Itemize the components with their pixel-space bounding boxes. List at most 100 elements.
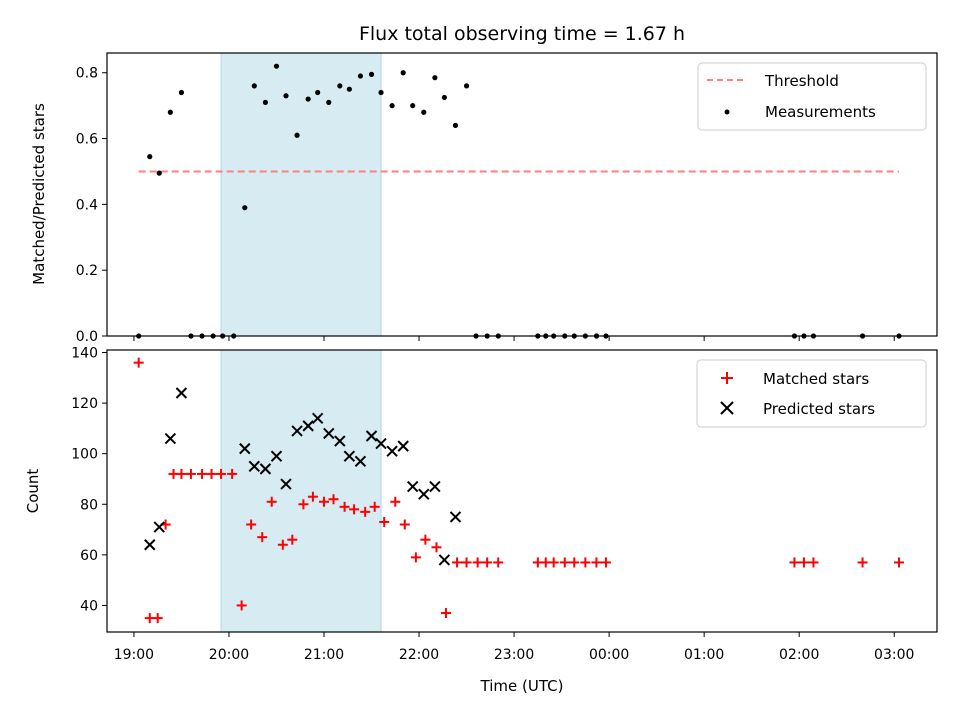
- matched-point-43: [591, 557, 602, 568]
- predicted-point-10: [302, 420, 314, 432]
- matched-point-22: [349, 504, 360, 515]
- measurement-point-4: [178, 89, 185, 96]
- predicted-point-11: [311, 412, 324, 424]
- x-tick-label-7: 02:00: [779, 647, 819, 663]
- predicted-point-21: [418, 488, 430, 500]
- predicted-point-19: [397, 440, 409, 452]
- matched-point-21: [339, 501, 350, 512]
- matched-point-48: [857, 557, 868, 568]
- matched-point-5: [176, 468, 187, 479]
- matched-point-35: [482, 557, 493, 568]
- chart-title: Flux total observing time = 1.67 h: [359, 23, 685, 45]
- bottom-y-tick-label-0: 40: [80, 598, 98, 614]
- predicted-point-1: [153, 521, 165, 533]
- matched-point-11: [236, 600, 247, 611]
- predicted-point-0: [144, 539, 156, 551]
- measurement-point-11: [251, 83, 257, 89]
- bottom-axes-frame: [106, 349, 938, 633]
- matched-point-32: [452, 557, 463, 568]
- top-y-tick-label-4: 0.8: [76, 66, 98, 82]
- predicted-point-6: [259, 463, 272, 475]
- top-axes-frame: [106, 52, 938, 337]
- top-legend: Threshold Measurements: [697, 62, 927, 131]
- matched-point-41: [569, 557, 580, 568]
- matched-point-6: [185, 468, 196, 479]
- legend-measurements-swatch: [724, 109, 730, 115]
- matched-point-15: [277, 539, 288, 550]
- predicted-point-16: [365, 430, 378, 442]
- matched-point-36: [493, 557, 504, 568]
- measurement-point-25: [400, 70, 406, 76]
- top-legend-box: [697, 62, 927, 131]
- measurement-point-17: [315, 89, 321, 96]
- measurement-point-24: [389, 103, 395, 109]
- matched-point-33: [461, 557, 472, 568]
- measurement-point-21: [357, 73, 364, 79]
- matched-point-8: [206, 468, 217, 479]
- matched-point-23: [360, 506, 371, 517]
- top-y-axis: 0.0 0.2 0.4 0.6 0.8: [76, 66, 107, 345]
- legend-predicted-label: Predicted stars: [763, 400, 875, 418]
- matched-point-19: [319, 496, 330, 507]
- top-y-tick-label-1: 0.2: [76, 263, 98, 279]
- measurement-point-19: [337, 83, 343, 89]
- matched-point-17: [298, 499, 309, 510]
- bottom-y-tick-label-5: 140: [71, 346, 98, 362]
- matched-point-27: [399, 519, 410, 530]
- matched-point-20: [328, 494, 339, 505]
- measurement-point-26: [410, 103, 416, 109]
- legend-threshold-label: Threshold: [764, 72, 839, 90]
- bottom-y-tick-label-3: 100: [71, 447, 98, 463]
- measurement-point-29: [441, 94, 447, 101]
- bottom-shaded-span: [220, 349, 382, 633]
- measurement-point-16: [305, 96, 311, 102]
- predicted-point-15: [354, 455, 367, 467]
- measurement-point-3: [167, 109, 173, 115]
- measurement-point-1: [147, 154, 153, 160]
- top-x-ticks: [133, 336, 895, 341]
- matched-point-10: [227, 468, 238, 479]
- top-y-tick-label-0: 0.0: [76, 329, 98, 345]
- x-tick-label-4: 23:00: [494, 647, 534, 663]
- matched-point-45: [789, 557, 800, 568]
- matched-point-44: [600, 557, 611, 568]
- predicted-point-23: [438, 554, 451, 566]
- matched-point-24: [369, 501, 380, 512]
- predicted-point-20: [406, 480, 419, 493]
- predicted-point-22: [429, 480, 441, 493]
- predicted-point-12: [323, 427, 335, 440]
- measurement-point-12: [262, 99, 268, 105]
- bottom-data-marks: [133, 357, 904, 624]
- measurement-point-30: [452, 122, 459, 128]
- measurement-point-2: [156, 170, 162, 176]
- measurement-point-27: [421, 109, 427, 115]
- x-tick-label-8: 03:00: [874, 647, 914, 663]
- matched-point-42: [580, 557, 591, 568]
- matched-point-18: [307, 491, 318, 502]
- measurement-point-15: [294, 132, 300, 138]
- predicted-point-24: [449, 511, 462, 523]
- predicted-point-3: [175, 387, 188, 399]
- predicted-point-4: [239, 442, 251, 455]
- top-shaded-span: [220, 52, 382, 337]
- measurement-point-28: [432, 75, 438, 81]
- matched-point-47: [808, 557, 819, 568]
- matched-point-29: [420, 534, 431, 545]
- legend-matched-swatch: [721, 372, 733, 384]
- predicted-point-14: [343, 450, 356, 462]
- measurement-point-22: [368, 71, 375, 77]
- matched-point-26: [390, 496, 401, 507]
- predicted-point-18: [386, 445, 398, 457]
- top-y-axis-label: Matched/Predicted stars: [30, 103, 48, 285]
- matched-point-16: [287, 534, 298, 545]
- predicted-point-9: [291, 425, 303, 437]
- bottom-panel: 40 60 80 100 120 140 19:00 20:00 21:00 22:00 23:0…: [24, 346, 938, 695]
- x-tick-label-5: 00:00: [589, 647, 629, 663]
- bottom-y-axis: 40 60 80 100 120 140: [71, 346, 107, 614]
- bottom-legend: Matched stars Predicted stars: [696, 359, 927, 428]
- matched-point-40: [559, 557, 570, 568]
- measurement-point-18: [326, 99, 332, 105]
- predicted-point-8: [280, 478, 292, 490]
- matched-point-2: [152, 613, 163, 624]
- bottom-legend-box: [696, 359, 927, 428]
